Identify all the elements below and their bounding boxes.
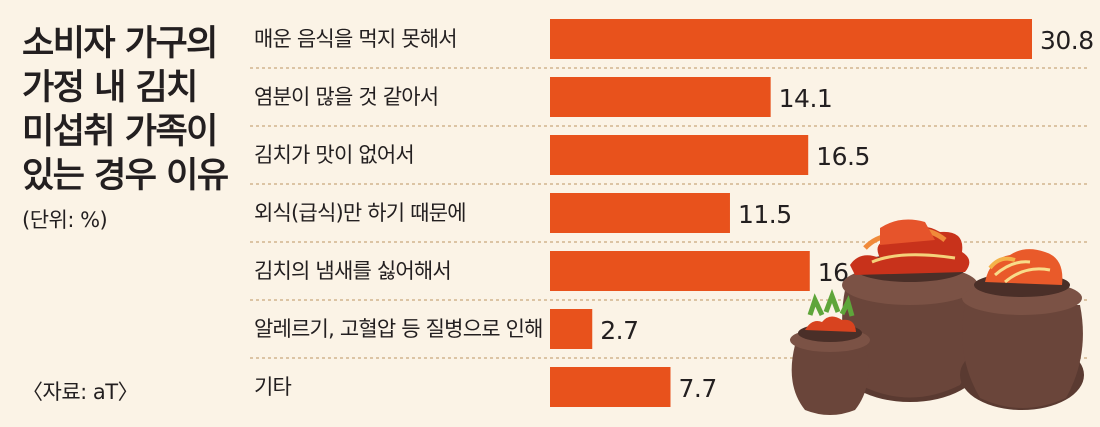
category-label: 기타 bbox=[254, 375, 292, 399]
bar bbox=[550, 19, 1032, 59]
bar bbox=[550, 135, 809, 175]
category-label: 김치가 맛이 없어서 bbox=[254, 143, 414, 167]
category-label: 외식(급식)만 하기 때문에 bbox=[254, 201, 466, 225]
bar bbox=[550, 367, 671, 407]
bar bbox=[550, 193, 730, 233]
category-label: 김치의 냄새를 싫어해서 bbox=[254, 259, 451, 283]
value-label: 7.7 bbox=[679, 374, 717, 403]
value-label: 2.7 bbox=[600, 316, 638, 345]
small-kimchi-jar bbox=[790, 288, 870, 415]
right-kimchi-jar bbox=[960, 249, 1084, 410]
source-label: 〈자료: aT〉 bbox=[22, 380, 139, 404]
value-label: 30.8 bbox=[1040, 26, 1094, 55]
value-label: 11.5 bbox=[738, 200, 792, 229]
left-panel: 소비자 가구의 가정 내 김치 미섭취 가족이 있는 경우 이유 (단위: %)… bbox=[22, 22, 232, 412]
category-label: 매운 음식을 먹지 못해서 bbox=[254, 27, 457, 51]
chart-title: 소비자 가구의 가정 내 김치 미섭취 가족이 있는 경우 이유 bbox=[22, 24, 229, 196]
bar bbox=[550, 309, 593, 349]
large-kimchi-jar bbox=[838, 219, 982, 402]
bar bbox=[550, 77, 771, 117]
value-label: 16.5 bbox=[816, 142, 870, 171]
category-label: 알레르기, 고혈압 등 질병으로 인해 bbox=[254, 317, 543, 341]
value-label: 14.1 bbox=[779, 84, 833, 113]
bar bbox=[550, 251, 810, 291]
category-label: 염분이 많을 것 같아서 bbox=[254, 85, 438, 109]
unit-label: (단위: %) bbox=[22, 208, 108, 232]
